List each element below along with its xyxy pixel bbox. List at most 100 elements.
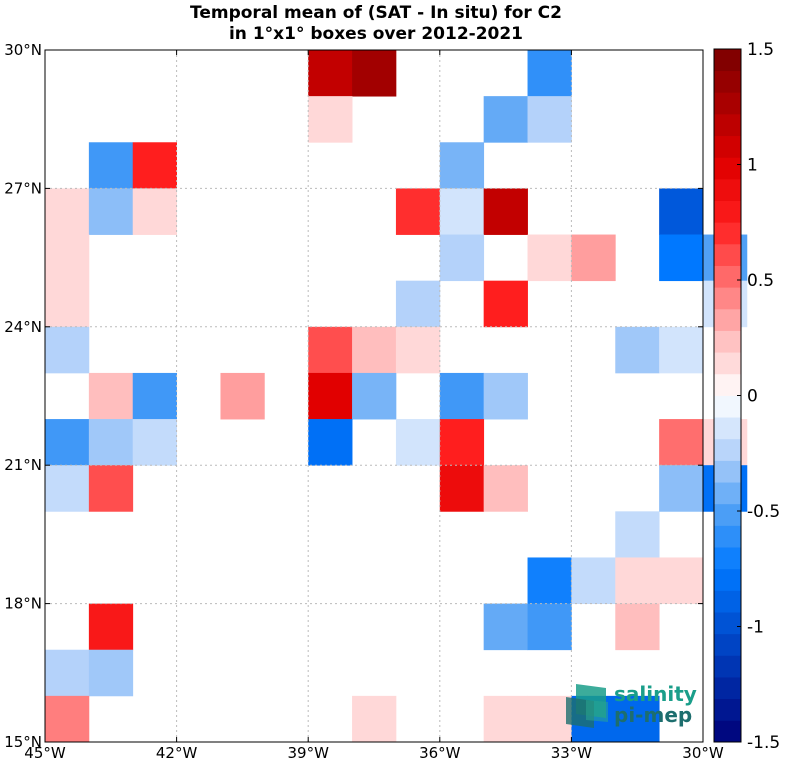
- colorbar-tick-label: -1.5: [747, 733, 780, 753]
- heatmap-cell: [352, 372, 397, 420]
- plot-frame: [44, 49, 704, 743]
- heatmap-cell: [483, 372, 528, 420]
- y-tick-label: 21°N: [4, 456, 42, 474]
- heatmap-cell: [45, 280, 90, 328]
- heatmap-cell: [132, 142, 177, 189]
- heatmap-cell: [308, 372, 353, 420]
- colorbar-tick-label: 0.5: [747, 271, 774, 291]
- heatmap-cell: [483, 603, 528, 651]
- heatmap-cell: [395, 280, 441, 328]
- heatmap-cell: [308, 96, 353, 143]
- colorbar-segment: [714, 265, 741, 288]
- colorbar-segment: [714, 612, 741, 635]
- x-tick-label: 30°W: [682, 744, 724, 762]
- y-tick-label: 24°N: [4, 318, 42, 336]
- heatmap-cell: [659, 557, 704, 604]
- y-axis-ticks: 15°N 18°N 21°N 24°N 27°N 30°N: [4, 41, 703, 751]
- heatmap-cell: [439, 142, 485, 189]
- y-tick-label: 30°N: [4, 41, 42, 59]
- heatmap-cell: [88, 649, 134, 697]
- colorbar-tick-label: -1: [747, 618, 764, 638]
- heatmap-cell: [308, 50, 353, 97]
- colorbar-segment: [714, 200, 741, 223]
- colorbar-segment: [714, 222, 741, 245]
- heatmap-cell: [615, 557, 660, 604]
- heatmap-cell: [483, 188, 528, 235]
- heatmap-cell: [352, 326, 397, 374]
- colorbar-segment: [714, 352, 741, 375]
- heatmap-cell: [395, 419, 441, 466]
- colorbar-segment: [714, 720, 741, 743]
- heatmap-cell: [615, 695, 660, 743]
- colorbar-segment: [714, 460, 741, 483]
- colorbar-segment: [714, 677, 741, 700]
- heatmap-cell: [45, 649, 90, 697]
- colorbar-segment: [714, 655, 741, 678]
- y-tick-label: 15°N: [4, 733, 42, 751]
- heatmap-cell: [659, 465, 704, 512]
- heatmap-cell: [308, 419, 353, 466]
- heatmap-cell: [439, 372, 485, 420]
- y-tick-label: 27°N: [4, 179, 42, 197]
- heatmap-cell: [659, 188, 704, 235]
- x-axis-ticks: 45°W 42°W 39°W 36°W 33°W 30°W: [24, 50, 724, 762]
- colorbar-segment: [714, 113, 741, 137]
- heatmap-cell: [483, 695, 528, 743]
- heatmap-cell: [527, 96, 572, 143]
- heatmap-cell: [45, 326, 90, 374]
- heatmap-cell: [88, 465, 134, 512]
- heatmap-cell: [308, 326, 353, 374]
- colorbar-segment: [714, 308, 741, 331]
- heatmap-cell: [220, 372, 265, 420]
- colorbar-segment: [714, 135, 741, 158]
- colorbar-segment: [714, 503, 741, 526]
- heatmap-cell: [45, 419, 90, 466]
- heatmap-cell: [132, 188, 177, 235]
- colorbar-tick-label: 1.5: [747, 40, 774, 60]
- colorbar-segment: [714, 568, 741, 591]
- heatmap-cell: [527, 695, 572, 743]
- heatmap-cell: [45, 188, 90, 235]
- colorbar-segment: [714, 157, 741, 180]
- chart-title-line-1: Temporal mean of (SAT - In situ) for C2: [190, 3, 562, 23]
- heatmap-cell: [132, 372, 177, 420]
- colorbar-segment: [714, 373, 741, 396]
- heatmap-cell: [45, 695, 90, 743]
- heatmap-cell: [88, 419, 134, 466]
- y-tick-label: 18°N: [4, 595, 42, 613]
- x-tick-label: 33°W: [551, 744, 593, 762]
- heatmap-cell: [88, 603, 134, 651]
- colorbar-segment: [714, 525, 741, 548]
- colorbar-segment: [714, 547, 741, 570]
- heatmap-cell: [571, 234, 616, 282]
- heatmap-cell: [527, 50, 572, 97]
- heatmap-cell: [483, 280, 528, 328]
- heatmap-cell: [527, 234, 572, 282]
- heatmap-cell: [439, 465, 485, 512]
- colorbar-segment: [714, 287, 741, 310]
- logo-text-salinity: salinity: [614, 682, 697, 706]
- colorbar-tick-label: 1: [747, 156, 758, 176]
- colorbar-segment: [714, 417, 741, 440]
- x-tick-label: 45°W: [24, 744, 66, 762]
- salinity-pi-mep-logo: salinity pi-mep: [566, 682, 697, 728]
- heatmap-cell: [615, 511, 660, 558]
- heatmap-cells: [45, 50, 748, 743]
- chart-title: Temporal mean of (SAT - In situ) for C2 …: [190, 3, 562, 44]
- colorbar-segment: [714, 92, 741, 115]
- heatmap-cell: [395, 188, 441, 235]
- logo-text-pi-mep: pi-mep: [614, 703, 692, 727]
- colorbar-segment: [714, 49, 741, 72]
- heatmap-cell: [439, 188, 485, 235]
- heatmap-cell: [527, 557, 572, 604]
- x-tick-label: 39°W: [287, 744, 329, 762]
- heatmap-cell: [395, 326, 441, 374]
- heatmap-cell: [483, 96, 528, 143]
- colorbar-segment: [714, 698, 741, 721]
- heatmap-cell: [439, 419, 485, 466]
- heatmap-cell: [132, 419, 177, 466]
- colorbar-ticks: 1.5 1 0.5 0 -0.5 -1 -1.5: [737, 40, 780, 753]
- x-tick-label: 42°W: [156, 744, 198, 762]
- heatmap-cell: [88, 142, 134, 189]
- colorbar-segment: [714, 438, 741, 461]
